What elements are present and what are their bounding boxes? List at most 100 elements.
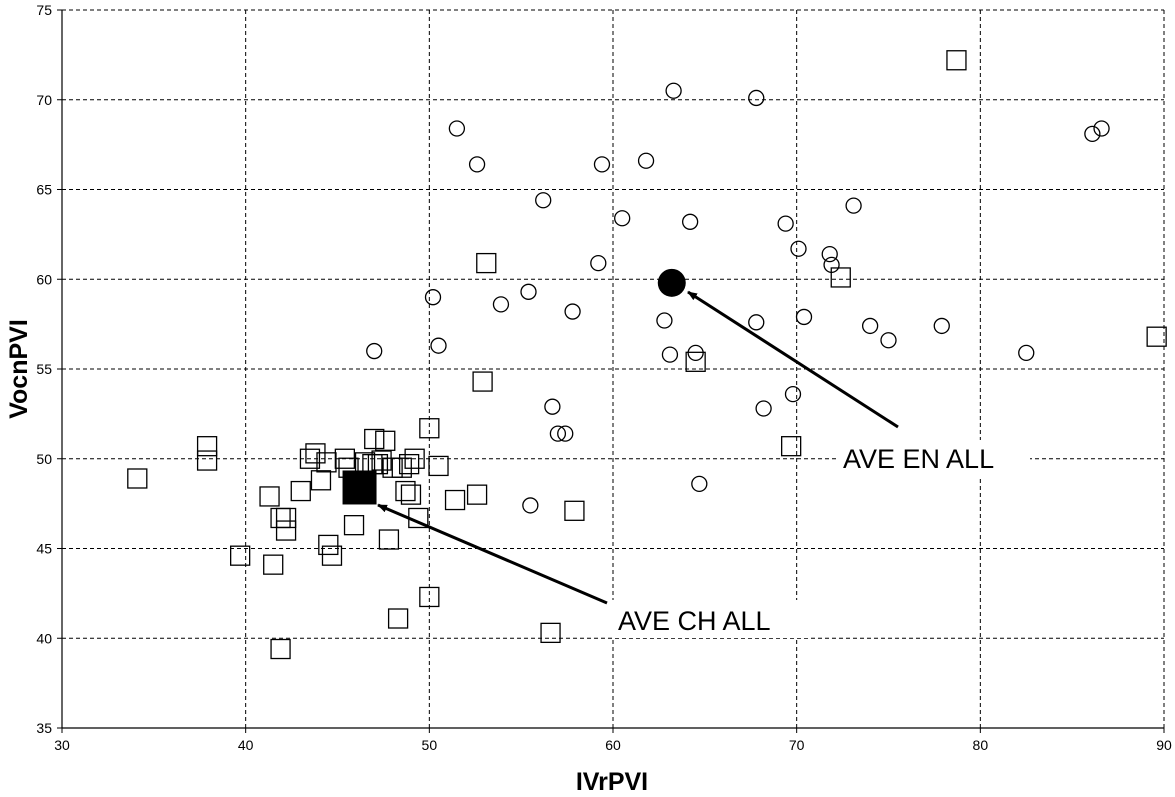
annotation-arrow-ch [377,503,608,605]
data-points [127,50,1167,660]
square-point [378,529,400,550]
square-point [472,371,493,392]
y-tick-label: 70 [36,92,52,108]
square-point [230,545,251,566]
square-point [310,470,332,491]
square-point [196,450,218,471]
x-tick-labels: 30 40 50 60 70 80 90 [54,737,1172,753]
circle-point [549,425,567,442]
circle-point [520,283,537,300]
circle-point [880,332,897,349]
circle-point [492,296,510,313]
circle-point [861,317,879,335]
square-point [275,507,297,529]
annotation-bg-ch [612,600,808,638]
circle-point [748,89,765,107]
circle-point [1018,344,1035,361]
circle-point [468,156,486,173]
annotation-ave-ch-all: AVE CH ALL [618,606,771,636]
circle-point [665,82,682,99]
square-point [830,267,851,288]
square-point [367,453,389,475]
circle-point [681,213,699,230]
square-point [290,480,311,502]
annotation-arrow-en [687,290,899,429]
annotation-bg-en [838,440,1030,478]
circle-point [535,192,552,209]
square-point [404,448,425,469]
circle-point [590,254,607,272]
y-tick-label: 55 [36,361,52,377]
y-tick-label: 35 [36,720,52,736]
square-point [263,554,284,575]
square-point [343,515,365,536]
circle-point [557,425,574,442]
circle-point [784,385,802,403]
y-tick-labels: 35 40 45 50 55 60 65 70 75 [36,2,52,736]
square-point [419,586,440,608]
square-point [419,418,440,439]
circle-point [933,317,950,335]
y-tick-label: 75 [36,2,52,18]
circle-point [748,314,765,331]
circle-point [424,289,442,306]
y-axis-title: VocnPVI [5,319,33,419]
square-point [946,50,967,71]
y-tick-label: 40 [36,630,52,646]
square-point [400,484,422,505]
x-tick-label: 90 [1156,737,1172,753]
circle-point [366,342,383,360]
circle-point [448,120,466,137]
x-axis-title: IVrPVI [576,768,648,796]
circle-point [790,240,807,257]
square-point [371,450,392,471]
x-tick-label: 50 [422,737,438,753]
circle-point [522,497,539,514]
circle-point [755,400,772,417]
square-point [275,520,297,541]
circle-point [544,398,561,415]
square-point [364,428,385,450]
square-point [428,455,449,477]
square-point [476,252,497,274]
y-tick-label: 65 [36,182,52,198]
average-ch-point [342,470,377,505]
circle-point [777,215,794,232]
circle-point [1084,125,1101,143]
gridlines [62,9,1165,728]
axes [57,9,1165,733]
square-point [259,486,280,507]
y-tick-label: 45 [36,541,52,557]
square-point [270,638,291,660]
square-point [395,480,416,502]
square-point [685,351,706,372]
circle-point [691,475,708,493]
y-tick-label: 60 [36,271,52,287]
circle-point [614,210,631,227]
square-point [387,608,409,629]
circle-point [564,303,581,320]
x-tick-label: 60 [605,737,621,753]
square-point [466,484,488,505]
y-tick-label: 50 [36,451,52,467]
square-point [781,436,802,457]
square-point [444,489,466,511]
square-point [127,468,148,489]
square-point [318,534,339,556]
x-tick-label: 80 [973,737,989,753]
circle-point [656,312,673,329]
circle-point [795,308,813,326]
x-tick-label: 30 [54,737,70,753]
square-point [564,500,585,521]
square-point [1146,326,1167,347]
x-tick-label: 40 [238,737,254,753]
circle-point [821,245,838,263]
average-en-point [657,268,686,297]
square-point [375,430,396,451]
square-point [540,622,561,644]
annotation-ave-en-all: AVE EN ALL [843,444,994,474]
circle-point [593,156,611,173]
x-tick-label: 70 [789,737,805,753]
circle-point [1093,120,1110,137]
